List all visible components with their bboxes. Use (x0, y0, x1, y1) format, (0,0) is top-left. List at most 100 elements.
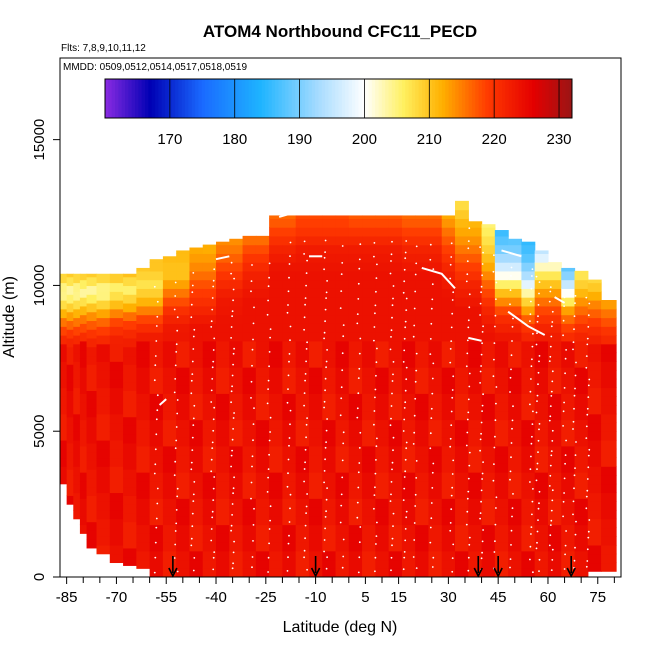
heatmap-cell (375, 215, 390, 219)
heatmap-cell (162, 358, 177, 368)
heatmap-cell (561, 559, 576, 569)
heatmap-cell (229, 542, 244, 552)
sample-dot (467, 477, 470, 480)
heatmap-cell (521, 437, 536, 447)
heatmap-cell (202, 542, 217, 552)
heatmap-cell (229, 358, 244, 368)
heatmap-cell (348, 542, 363, 552)
heatmap-cell (348, 227, 363, 237)
sample-dot (574, 546, 576, 549)
heatmap-cell (587, 378, 602, 389)
sample-dot (535, 343, 538, 346)
sample-dot (231, 503, 234, 505)
heatmap-cell (86, 407, 98, 418)
sample-dot (390, 556, 393, 559)
sample-dot (574, 467, 576, 469)
heatmap-cell (362, 358, 376, 368)
sample-dot (465, 444, 468, 447)
heatmap-cell (308, 332, 323, 342)
heatmap-cell (494, 445, 509, 456)
heatmap-cell (388, 454, 403, 464)
heatmap-cell (401, 489, 416, 499)
heatmap-cell (481, 297, 496, 307)
sample-dot (450, 424, 453, 427)
sample-dot (213, 551, 216, 553)
heatmap-cell (216, 402, 230, 412)
heatmap-cell (481, 384, 496, 394)
sample-dot (452, 291, 455, 294)
colorbar-swatch (221, 79, 226, 118)
heatmap-cell (428, 297, 443, 307)
colorbar-swatch (145, 79, 149, 118)
sample-dot (268, 453, 270, 456)
heatmap-cell (375, 515, 390, 526)
heatmap-cell (428, 358, 443, 368)
heatmap-cell (441, 314, 456, 324)
sample-dot (450, 242, 453, 245)
sample-dot (375, 290, 377, 293)
heatmap-cell (388, 480, 403, 491)
sample-dot (551, 321, 554, 323)
heatmap-cell (189, 262, 204, 272)
heatmap-cell (428, 332, 443, 342)
colorbar-swatch (285, 79, 289, 118)
colorbar-swatch (535, 79, 540, 118)
heatmap-cell (202, 323, 217, 333)
heatmap-cell (86, 337, 98, 348)
sample-dot (358, 367, 361, 370)
heatmap-cell (66, 399, 74, 409)
heatmap-cell (149, 349, 164, 359)
sample-dot (211, 510, 214, 513)
sample-dot (586, 489, 589, 492)
heatmap-cell (282, 428, 297, 438)
sample-dot (550, 454, 553, 457)
colorbar-swatch (401, 79, 406, 118)
sample-dot (287, 388, 289, 390)
sample-dot (252, 524, 255, 526)
heatmap-cell (79, 358, 88, 368)
heatmap-cell (455, 402, 469, 412)
heatmap-cell (66, 434, 74, 444)
heatmap-cell (587, 352, 602, 362)
heatmap-cell (468, 445, 483, 456)
heatmap-cell (216, 559, 230, 569)
heatmap-cell (176, 402, 191, 412)
colorbar-swatch (548, 79, 553, 118)
heatmap-cell (428, 507, 443, 517)
heatmap-cell (66, 355, 74, 365)
heatmap-cell (415, 227, 430, 237)
heatmap-cell (96, 317, 111, 327)
heatmap-cell (242, 463, 257, 473)
colorbar-swatch (118, 79, 123, 118)
heatmap-cell (574, 340, 589, 351)
colorbar-swatch (238, 79, 243, 118)
heatmap-cell (481, 332, 496, 342)
heatmap-cell (123, 311, 137, 322)
heatmap-cell (242, 332, 257, 342)
colorbar-swatch (495, 79, 500, 118)
sample-dot (402, 430, 405, 432)
arrow-marker (168, 556, 178, 578)
heatmap-cell (66, 407, 74, 418)
sample-dot (509, 289, 512, 291)
heatmap-cell (468, 314, 483, 324)
heatmap-cell (66, 302, 74, 313)
heatmap-cell (574, 349, 589, 359)
heatmap-cell (308, 524, 323, 534)
sample-dot (548, 300, 551, 303)
sample-dot (536, 394, 539, 397)
heatmap-cell (269, 445, 284, 456)
heatmap-cell (216, 472, 230, 482)
heatmap-cell (136, 297, 151, 307)
sample-dot (374, 486, 376, 489)
heatmap-cell (335, 235, 350, 246)
heatmap-cell (216, 314, 230, 324)
heatmap-cell (468, 428, 483, 438)
heatmap-cell (269, 215, 284, 219)
heatmap-cell (415, 568, 430, 577)
heatmap-cell (335, 279, 350, 289)
colorbar-swatch (308, 79, 313, 118)
heatmap-cell (561, 428, 576, 438)
heatmap-cell (547, 349, 562, 359)
colorbar-swatch (425, 79, 430, 118)
